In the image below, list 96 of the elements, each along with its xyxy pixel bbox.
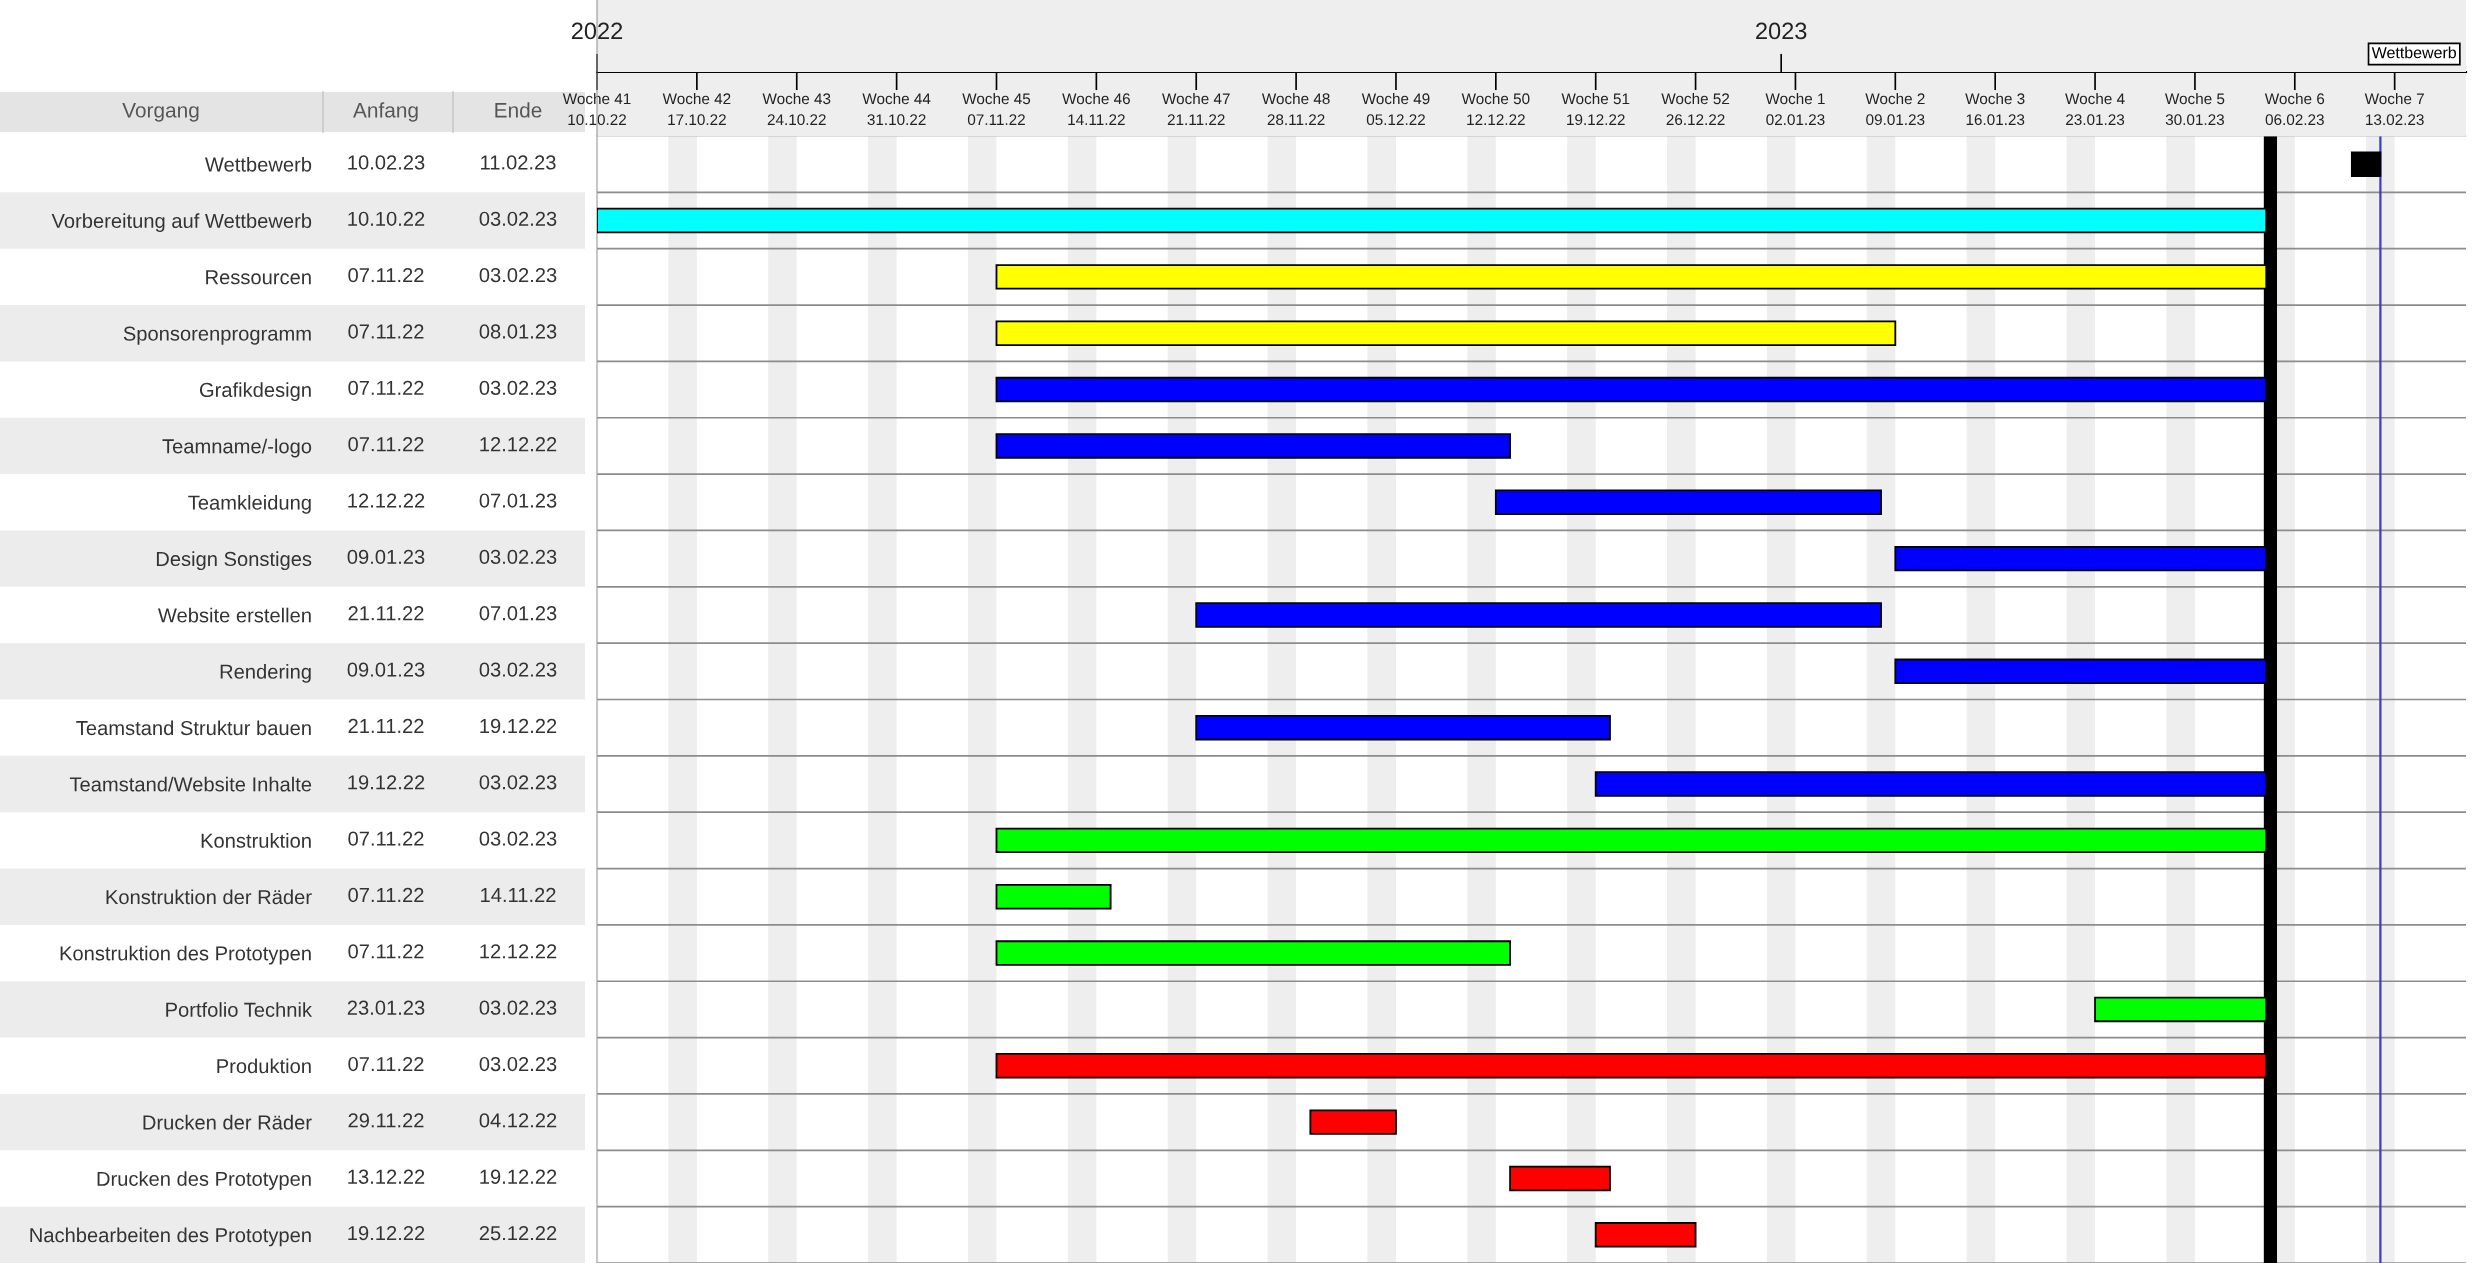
text: 19.12.22: [348, 1225, 425, 1241]
x-tick-label: Woche 7 13.02.23: [2364, 92, 2424, 126]
y-tick-label: Rendering: [220, 664, 311, 683]
y-tick-label: Ressourcen: [206, 270, 311, 285]
x-tick-label: Woche 49 05.12.22: [1361, 92, 1430, 126]
y-tick-label: Konstruktion der Räder: [106, 889, 312, 905]
text: 07.01.23: [479, 606, 557, 621]
x-tick-label: Woche 6 06.02.23: [2264, 92, 2325, 126]
text: 25.12.22: [479, 1225, 557, 1241]
x-tick-label: Woche 44 31.10.22: [862, 92, 931, 126]
text: 23.01.23: [347, 1000, 425, 1015]
text: 21.11.22: [348, 606, 424, 621]
text: 07.11.22: [348, 831, 424, 846]
text: 19.12.22: [480, 718, 557, 734]
x-tick-label: Woche 1 02.01.23: [1765, 92, 1825, 126]
text: 07.11.22: [348, 1056, 424, 1072]
text: 12.12.22: [348, 493, 425, 508]
text: 03.02.23: [479, 662, 557, 677]
text: Wettbewerb: [2371, 46, 2456, 59]
y-tick-label: Portfolio Technik: [166, 1002, 313, 1017]
text: 07.11.22: [348, 324, 424, 339]
y-tick-label: Nachbearbeiten des Prototypen: [30, 1227, 311, 1247]
y-tick-label: Vorbereitung auf Wettbewerb: [51, 213, 312, 232]
y-tick-label: Teamstand/Website Inhalte: [69, 776, 312, 792]
text: 07.11.22: [348, 944, 424, 959]
bar: [1309, 1109, 1397, 1135]
text: 10.10.22: [348, 211, 425, 226]
y-tick-label: Drucken des Prototypen: [97, 1171, 311, 1190]
bar: [995, 883, 1112, 910]
x-tick-label: Woche 41 10.10.22: [562, 92, 631, 126]
bar: [995, 433, 1512, 459]
y-tick-label: Produktion: [217, 1058, 311, 1074]
text: 03.02.23: [479, 831, 557, 846]
text: 03.02.23: [479, 775, 557, 790]
y-tick-label: Grafikdesign: [199, 382, 311, 402]
bar: [1594, 1222, 1697, 1248]
text: 03.02.23: [479, 549, 557, 565]
bar: [2350, 151, 2382, 177]
x-tick-label: Woche 45 07.11.22: [962, 92, 1031, 126]
y-tick-label: Wettbewerb: [205, 156, 312, 172]
x-tick-label: Woche 46 14.11.22: [1062, 92, 1130, 125]
x-tick-label: Woche 50 12.12.22: [1461, 92, 1530, 125]
bar: [1494, 489, 1882, 516]
text: 08.01.23: [479, 324, 557, 339]
x-tick-label: Woche 4 23.01.23: [2065, 92, 2125, 126]
text: 07.11.22: [348, 268, 424, 283]
x-tick-label: Woche 5 30.01.23: [2164, 92, 2225, 126]
text: 07.11.22: [348, 887, 424, 903]
x-tick-label: Woche 52 26.12.22: [1661, 92, 1730, 126]
bar: [1195, 714, 1611, 741]
y-tick-label: Sponsorenprogramm: [123, 326, 311, 345]
x-tick-label: Woche 43 24.10.22: [762, 92, 831, 126]
text: 11.02.23: [481, 155, 556, 170]
text: Anfang: [353, 102, 418, 122]
text: 03.02.23: [479, 1056, 557, 1072]
y-tick-label: Design Sonstiges: [156, 551, 312, 571]
text: 21.11.22: [348, 718, 424, 733]
y-tick-label: Teamkleidung: [188, 494, 311, 514]
bar: [995, 940, 1512, 966]
text: 29.11.22: [348, 1113, 424, 1128]
text: 04.12.22: [479, 1113, 557, 1128]
text: 19.12.22: [480, 1169, 557, 1184]
x-tick-label: Woche 42 17.10.22: [662, 92, 731, 126]
bar: [1509, 1165, 1611, 1192]
y-tick-label: Drucken der Räder: [143, 1114, 312, 1130]
text: 09.01.23: [347, 549, 425, 565]
text: Vorgang: [122, 103, 199, 122]
text: 03.02.23: [479, 211, 557, 226]
x-tick-label: Woche 47 21.11.22: [1162, 92, 1230, 125]
text: 09.01.23: [347, 662, 425, 677]
text: 07.11.22: [348, 437, 424, 452]
x-tick-label: Woche 3 16.01.23: [1965, 92, 2025, 126]
text: 19.12.22: [348, 775, 425, 790]
text: 10.02.23: [348, 155, 425, 170]
x-tick-label: Woche 51 19.12.22: [1561, 92, 1630, 126]
bar: [995, 320, 1897, 346]
y-tick-label: Konstruktion des Prototypen: [60, 945, 311, 965]
y-tick-label: Teamname/-logo: [162, 438, 312, 458]
x-tick-label: Woche 48 28.11.22: [1261, 92, 1330, 126]
text: 03.02.23: [479, 268, 557, 283]
bar: [1195, 602, 1882, 628]
text: 07.01.23: [479, 493, 557, 508]
x-tick-label: Woche 2 09.01.23: [1865, 92, 1925, 126]
text: 07.11.22: [348, 380, 424, 395]
text: 03.02.23: [479, 1000, 557, 1015]
y-tick-label: Website erstellen: [157, 607, 311, 623]
text: 12.12.22: [480, 437, 557, 452]
text: 12.12.22: [480, 944, 557, 959]
text: 14.11.22: [481, 887, 556, 902]
x2-tick-label: 2022: [571, 22, 623, 40]
x2-tick-label: 2023: [1756, 22, 1807, 40]
y-tick-label: Teamstand Struktur bauen: [76, 720, 311, 736]
text: 03.02.23: [479, 380, 557, 395]
y-tick-label: Konstruktion: [201, 833, 311, 848]
text: 13.12.22: [348, 1169, 425, 1184]
text: Ende: [495, 102, 542, 118]
